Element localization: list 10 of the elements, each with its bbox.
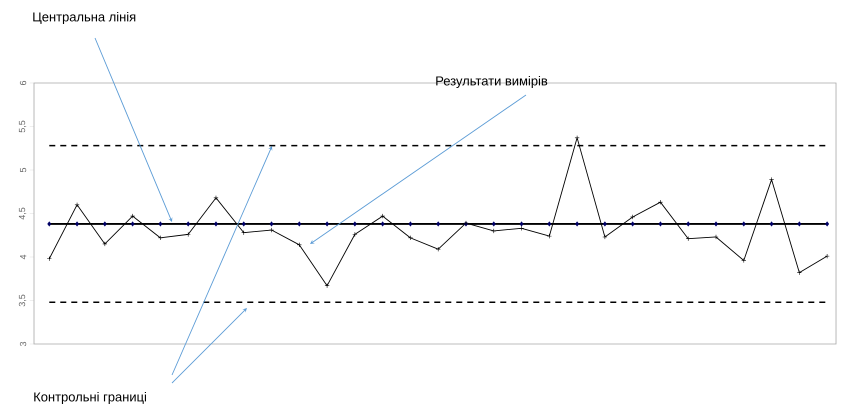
- y-tick-label: 5: [20, 168, 26, 172]
- text: Контрольні границі: [34, 392, 146, 404]
- y-tick-label: 4,5: [18, 208, 26, 220]
- y-tick-label: 3,5: [18, 294, 26, 306]
- text: Центральна лінія: [33, 12, 136, 24]
- y-tick-label: 3: [20, 342, 26, 346]
- y-tick-label: 5,5: [18, 120, 26, 132]
- y-tick-label: 6: [20, 80, 26, 86]
- annotation: Результати вимірів: [436, 76, 548, 88]
- y-tick-label: 4: [20, 254, 26, 260]
